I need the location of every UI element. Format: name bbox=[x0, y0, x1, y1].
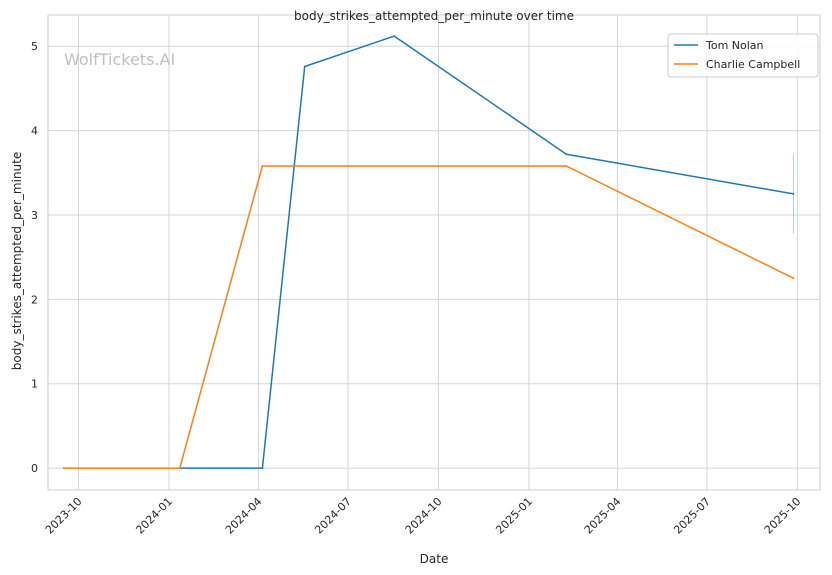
data-point-charlie-campbell bbox=[62, 467, 65, 469]
x-axis-label: Date bbox=[420, 552, 449, 566]
grid bbox=[48, 15, 820, 490]
series-line-tom-nolan bbox=[179, 35, 794, 469]
legend: Tom Nolan Charlie Campbell bbox=[667, 33, 819, 78]
y-tick-label: 0 bbox=[31, 462, 38, 475]
y-tick-label: 2 bbox=[31, 293, 38, 306]
legend-box bbox=[667, 33, 819, 78]
data-point-tom-nolan bbox=[303, 65, 306, 68]
data-point-tom-nolan bbox=[393, 35, 396, 37]
y-axis-label: body_strikes_attempted_per_minute bbox=[10, 152, 24, 370]
data-point-tom-nolan bbox=[792, 192, 795, 195]
plot-area-frame bbox=[47, 14, 821, 491]
data-point-tom-nolan bbox=[261, 467, 264, 469]
y-tick-label: 3 bbox=[31, 209, 38, 222]
data-point-charlie-campbell bbox=[565, 165, 568, 167]
data-point-tom-nolan bbox=[565, 153, 568, 156]
y-tick-label: 4 bbox=[31, 125, 38, 138]
data-point-charlie-campbell bbox=[792, 277, 795, 280]
watermark: WolfTickets.AI bbox=[64, 50, 175, 69]
y-tick-label: 5 bbox=[31, 40, 38, 53]
chart-title: body_strikes_attempted_per_minute over t… bbox=[294, 9, 574, 23]
legend-label-tom-nolan: Tom Nolan bbox=[705, 39, 764, 52]
series-layer bbox=[62, 35, 795, 469]
legend-label-charlie-campbell: Charlie Campbell bbox=[706, 58, 800, 71]
data-point-charlie-campbell bbox=[261, 165, 264, 167]
y-tick-label: 1 bbox=[31, 378, 38, 391]
data-point-charlie-campbell bbox=[178, 467, 181, 469]
